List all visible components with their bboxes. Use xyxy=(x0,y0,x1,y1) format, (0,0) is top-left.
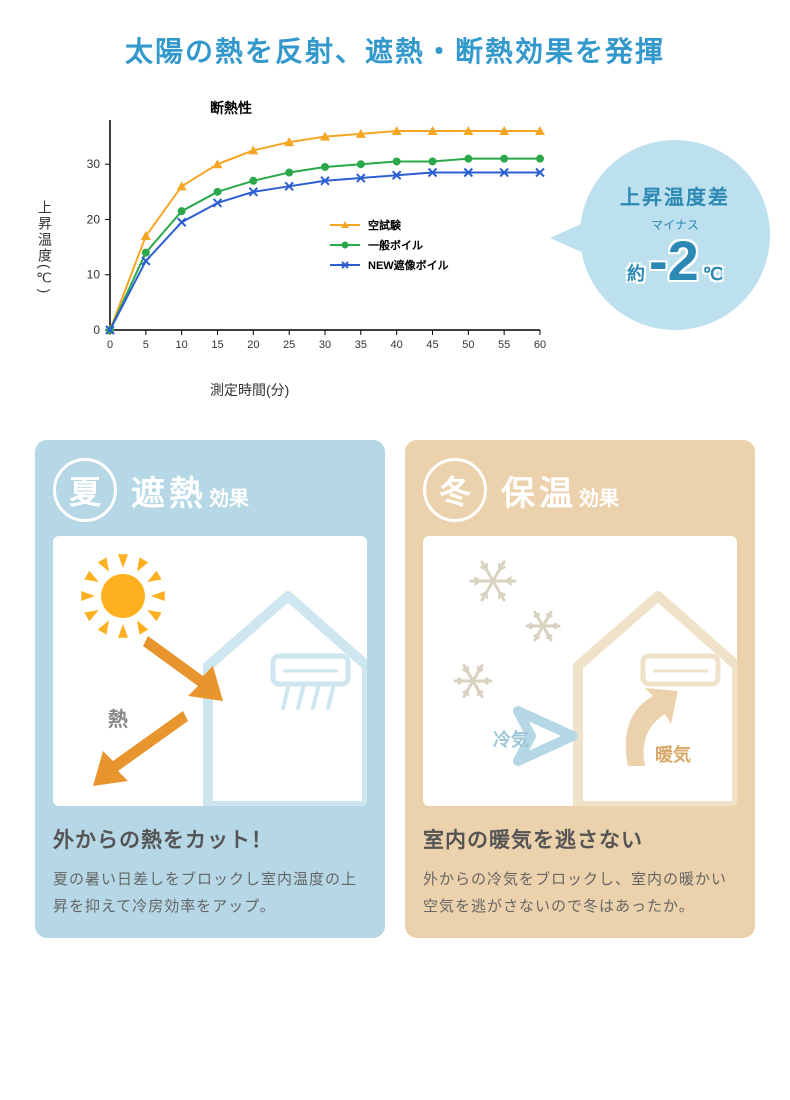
svg-text:30: 30 xyxy=(319,339,331,351)
y-axis-label: 上昇温度(℃) xyxy=(35,200,55,295)
temperature-callout: 上昇温度差 マイナス 約 -2 ℃ xyxy=(580,140,770,330)
svg-text:暖気: 暖気 xyxy=(655,744,691,765)
x-axis-label: 測定時間(分) xyxy=(210,380,289,400)
svg-text:5: 5 xyxy=(143,339,149,351)
summer-card-header: 夏 遮熱 効果 xyxy=(53,458,367,522)
svg-text:冷気: 冷気 xyxy=(493,729,529,750)
callout-title: 上昇温度差 xyxy=(620,181,730,210)
winter-card: 冬 保温 効果 冷気暖気 室内の暖気を逃さない 外からの冷気をブロックし、室内の… xyxy=(405,440,755,938)
summer-subtitle: 外からの熱をカット！ xyxy=(53,824,367,854)
svg-text:30: 30 xyxy=(87,157,101,171)
winter-title-small: 効果 xyxy=(579,482,619,511)
svg-text:0: 0 xyxy=(107,339,113,351)
svg-text:0: 0 xyxy=(93,323,100,337)
callout-about: 約 xyxy=(627,265,645,283)
svg-text:35: 35 xyxy=(355,339,367,351)
callout-tail-icon xyxy=(550,220,590,256)
svg-text:50: 50 xyxy=(462,339,474,351)
svg-text:空試験: 空試験 xyxy=(368,218,402,232)
svg-text:10: 10 xyxy=(176,339,188,351)
svg-text:10: 10 xyxy=(87,268,101,282)
summer-title-big: 遮熱 xyxy=(131,466,207,515)
winter-description: 外からの冷気をブロックし、室内の暖かい空気を逃がさないので冬はあったか。 xyxy=(423,866,737,920)
summer-illustration: 熱 xyxy=(53,536,367,806)
line-chart: 0 10 20 30 0 5 10 15 20 25 30 35 40 45 50 55 60 空試験一般ボイル N… xyxy=(70,90,550,370)
svg-text:20: 20 xyxy=(87,212,101,226)
svg-text:40: 40 xyxy=(391,339,403,351)
svg-text:25: 25 xyxy=(283,339,295,351)
summer-title: 遮熱 効果 xyxy=(131,466,249,515)
svg-text:熱: 熱 xyxy=(108,708,128,731)
chart-area: 断熱性 上昇温度(℃) 測定時間(分) 01020300510152025303… xyxy=(40,90,760,410)
svg-text:一般ボイル: 一般ボイル xyxy=(368,238,423,252)
winter-card-header: 冬 保温 効果 xyxy=(423,458,737,522)
callout-number: -2 xyxy=(649,233,699,289)
svg-text:20: 20 xyxy=(247,339,259,351)
summer-badge: 夏 xyxy=(53,458,117,522)
svg-text:55: 55 xyxy=(498,339,510,351)
effect-cards: 夏 遮熱 効果 熱 外からの熱をカット！ 夏の暑い日差しをブロックし室内温度の上… xyxy=(0,440,790,938)
winter-subtitle: 室内の暖気を逃さない xyxy=(423,824,737,854)
svg-text:15: 15 xyxy=(211,339,223,351)
summer-title-small: 効果 xyxy=(209,482,249,511)
svg-text:NEW遮像ボイル: NEW遮像ボイル xyxy=(368,258,449,272)
winter-illustration: 冷気暖気 xyxy=(423,536,737,806)
svg-text:60: 60 xyxy=(534,339,546,351)
summer-description: 夏の暑い日差しをブロックし室内温度の上昇を抑えて冷房効率をアップ。 xyxy=(53,866,367,920)
callout-unit: ℃ xyxy=(703,265,723,283)
winter-title: 保温 効果 xyxy=(501,466,619,515)
summer-card: 夏 遮熱 効果 熱 外からの熱をカット！ 夏の暑い日差しをブロックし室内温度の上… xyxy=(35,440,385,938)
winter-title-big: 保温 xyxy=(501,466,577,515)
page-title: 太陽の熱を反射、遮熱・断熱効果を発揮 xyxy=(0,0,790,70)
svg-text:45: 45 xyxy=(426,339,438,351)
callout-value: 約 -2 ℃ xyxy=(627,233,723,289)
winter-badge: 冬 xyxy=(423,458,487,522)
